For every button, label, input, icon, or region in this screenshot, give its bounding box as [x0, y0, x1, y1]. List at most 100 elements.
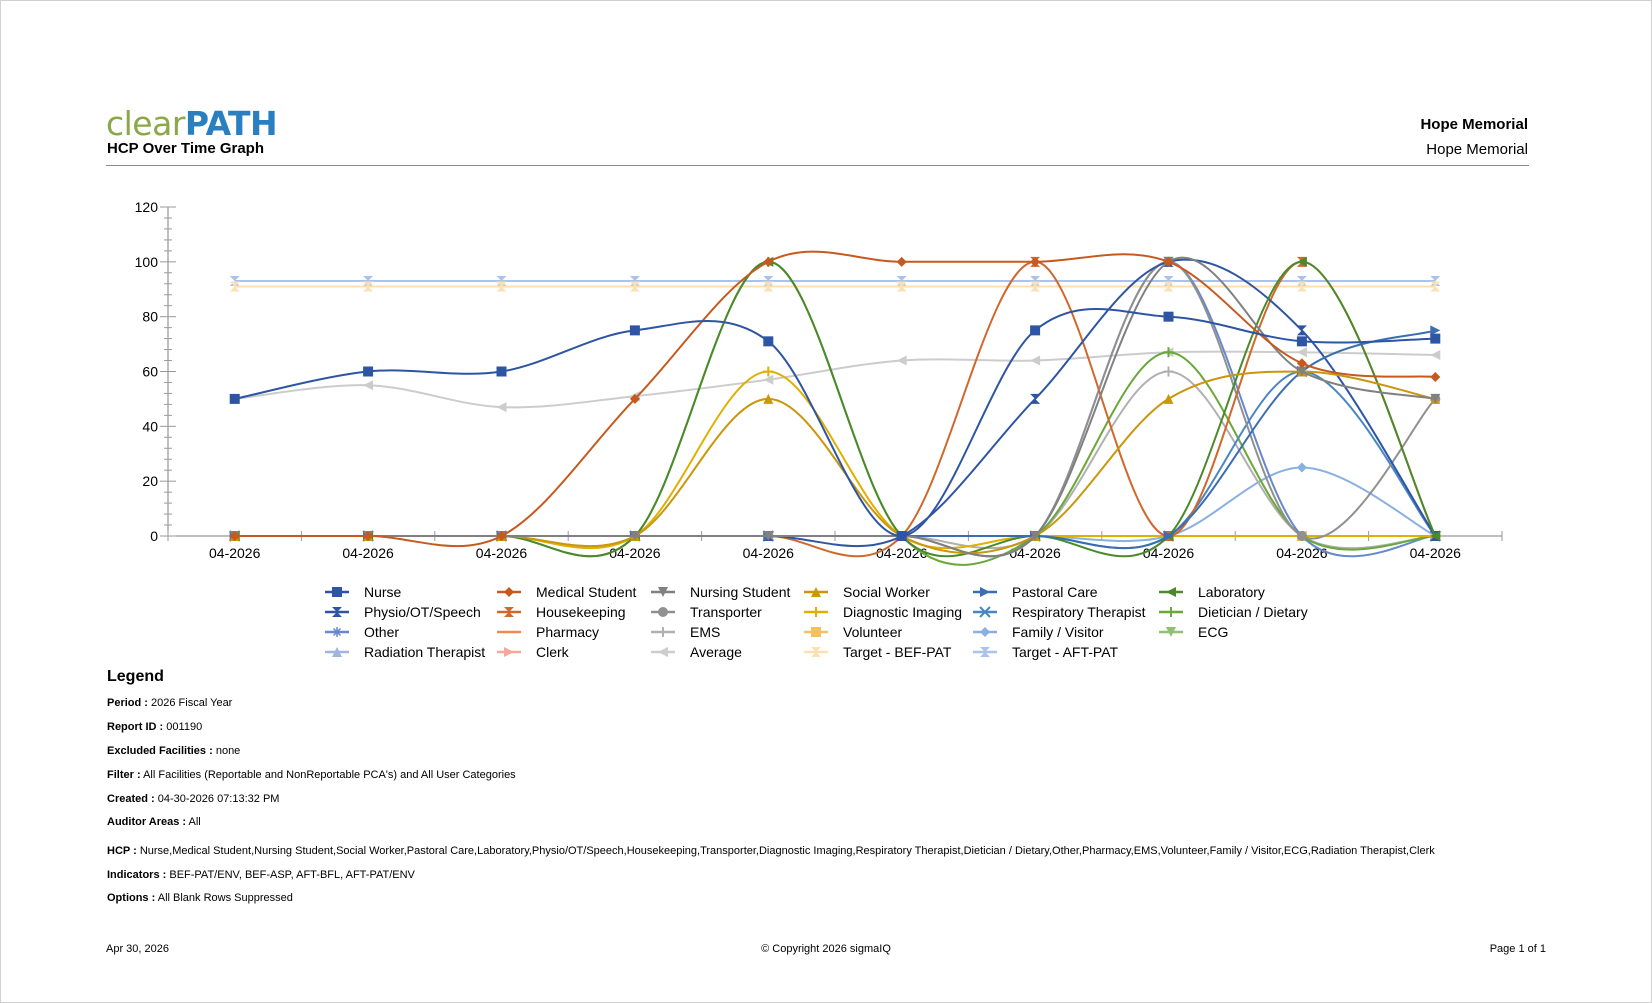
- facility-name-bold: Hope Memorial: [1420, 116, 1528, 133]
- legend-swatch-marker: [1166, 627, 1176, 637]
- legend-label: Radiation Therapist: [364, 644, 485, 660]
- legend-swatch-marker: [979, 606, 991, 618]
- legend-label: Transporter: [690, 604, 762, 620]
- meta-report-id: Report ID : 001190: [107, 721, 203, 733]
- y-tick-label: 80: [142, 309, 158, 325]
- series-pastoral-care: [229, 325, 1441, 550]
- legend-swatch-marker: [332, 627, 342, 637]
- legend-item-radiation-therapist: Radiation Therapist: [325, 644, 485, 660]
- legend-item-nurse: Nurse: [325, 584, 402, 600]
- legend-item-other: Other: [325, 624, 399, 640]
- data-point-target-aft-pat: [629, 276, 640, 287]
- series-line-dietician-dietary: [234, 260, 1436, 566]
- data-point-average: [1430, 350, 1441, 361]
- legend-item-pharmacy: Pharmacy: [497, 624, 599, 640]
- data-point-family-visitor: [1296, 462, 1307, 473]
- legend-item-diagnostic-imaging: Diagnostic Imaging: [804, 604, 962, 620]
- legend-item-pastoral-care: Pastoral Care: [973, 584, 1098, 600]
- data-point-nursing-student: [1430, 393, 1441, 404]
- legend-swatch-marker: [658, 627, 668, 637]
- x-tick-label: 04-2026: [1143, 545, 1195, 561]
- footer-copyright: © Copyright 2026 sigmaIQ: [761, 943, 891, 955]
- legend-item-dietician-dietary: Dietician / Dietary: [1159, 604, 1308, 620]
- data-point-physio-ot-speech: [1296, 325, 1307, 336]
- legend-label: Family / Visitor: [1012, 624, 1104, 640]
- data-point-nurse: [229, 393, 240, 404]
- data-point-target-aft-pat: [1296, 276, 1307, 287]
- data-point-target-bef-pat: [896, 281, 907, 292]
- data-point-laboratory: [1430, 531, 1441, 541]
- legend-item-clerk: Clerk: [497, 644, 570, 660]
- meta-period: Period : 2026 Fiscal Year: [107, 697, 233, 709]
- legend-label: Volunteer: [843, 624, 902, 640]
- legend-swatch-marker: [811, 587, 821, 597]
- data-point-pastoral-care: [1430, 325, 1441, 336]
- legend-item-family-visitor: Family / Visitor: [973, 624, 1104, 640]
- legend-label: Target - BEF-PAT: [843, 644, 952, 660]
- legend-swatch-marker: [332, 647, 342, 657]
- data-point-nurse: [1296, 336, 1307, 347]
- series-nurse: [229, 307, 1441, 541]
- data-point-target-aft-pat: [1030, 276, 1041, 287]
- legend-swatch-marker: [504, 647, 514, 657]
- legend-item-nursing-student: Nursing Student: [651, 584, 791, 600]
- data-point-social-worker: [763, 393, 774, 404]
- legend-swatch-marker: [1166, 607, 1176, 617]
- data-point-average: [496, 402, 507, 413]
- series-line-medical-student: [234, 250, 1436, 548]
- data-point-medical-student: [363, 531, 374, 541]
- legend-swatch-marker: [332, 587, 342, 597]
- series-line-nursing-student: [234, 256, 1436, 558]
- legend-label: Other: [364, 624, 399, 640]
- legend-label: Average: [690, 644, 742, 660]
- data-point-target-bef-pat: [629, 281, 640, 292]
- data-point-medical-student: [229, 531, 240, 541]
- data-point-target-aft-pat: [229, 276, 240, 287]
- series-line-nurse: [234, 307, 1436, 538]
- series-line-laboratory: [234, 260, 1437, 558]
- legend-label: Pastoral Care: [1012, 584, 1098, 600]
- legend-swatch-marker: [658, 587, 668, 597]
- data-point-target-bef-pat: [229, 281, 240, 292]
- y-tick-label: 100: [135, 254, 159, 270]
- legend-label: Dietician / Dietary: [1198, 604, 1308, 620]
- data-point-laboratory: [1296, 256, 1307, 267]
- legend-label: Target - AFT-PAT: [1012, 644, 1119, 660]
- legend-item-volunteer: Volunteer: [804, 624, 902, 640]
- legend-swatch-marker: [811, 647, 821, 657]
- data-point-nurse: [763, 336, 774, 347]
- legend-item-target-aft-pat: Target - AFT-PAT: [973, 644, 1119, 660]
- meta-excluded-facilities: Excluded Facilities : none: [107, 745, 241, 757]
- report-title: HCP Over Time Graph: [107, 140, 265, 157]
- x-tick-label: 04-2026: [609, 545, 661, 561]
- data-point-nurse: [896, 531, 907, 541]
- data-point-target-bef-pat: [1030, 281, 1041, 292]
- legend-item-laboratory: Laboratory: [1159, 584, 1265, 600]
- data-point-nursing-student: [629, 531, 640, 541]
- y-tick-label: 60: [142, 364, 158, 380]
- legend-label: ECG: [1198, 624, 1228, 640]
- data-point-nurse: [1163, 311, 1174, 322]
- data-point-nursing-student: [763, 531, 774, 541]
- series-line-physio-ot-speech: [234, 258, 1437, 548]
- legend-item-social-worker: Social Worker: [804, 584, 930, 600]
- legend-item-ecg: ECG: [1159, 624, 1228, 640]
- series-line-average: [234, 350, 1436, 409]
- data-point-pastoral-care: [1163, 531, 1174, 541]
- meta-filter: Filter : All Facilities (Reportable and …: [107, 769, 516, 781]
- legend-label: Medical Student: [536, 584, 637, 600]
- series-family-visitor: [229, 462, 1441, 543]
- legend-label: Physio/OT/Speech: [364, 604, 481, 620]
- series-line-transporter: [234, 260, 1437, 558]
- series-line-other: [234, 260, 1436, 558]
- legend-label: Laboratory: [1198, 584, 1265, 600]
- legend-swatch-marker: [504, 607, 514, 617]
- series-line-social-worker: [234, 370, 1436, 554]
- data-point-diagnostic-imaging: [763, 366, 774, 377]
- legend-swatch-marker: [1166, 587, 1176, 597]
- data-point-target-bef-pat: [1430, 281, 1441, 292]
- x-tick-label: 04-2026: [342, 545, 394, 561]
- legend-swatch-marker: [980, 587, 990, 597]
- data-point-nurse: [1430, 333, 1441, 344]
- x-tick-label: 04-2026: [1276, 545, 1328, 561]
